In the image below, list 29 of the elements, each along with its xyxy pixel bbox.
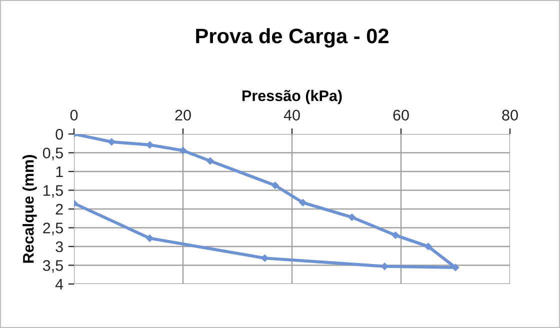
- point: [146, 234, 154, 242]
- x-axis-title: Pressão (kPa): [242, 90, 342, 104]
- point: [392, 232, 400, 239]
- y-tick-label: 1: [56, 166, 63, 178]
- point: [299, 198, 307, 206]
- y-tick-label: 4: [55, 279, 64, 290]
- point: [179, 146, 187, 154]
- y-tick-label: 3: [56, 241, 63, 252]
- point: [206, 157, 214, 165]
- y-tick-label: 0: [56, 128, 63, 140]
- point: [261, 254, 268, 262]
- x-tick-label: 0: [70, 110, 78, 121]
- point: [424, 242, 432, 250]
- point: [348, 214, 356, 221]
- point: [381, 262, 388, 270]
- y-tick-label: 2: [56, 204, 63, 215]
- x-tick-label: 80: [502, 110, 518, 121]
- x-tick-label: 20: [175, 110, 191, 121]
- point: [108, 138, 116, 146]
- point: [271, 182, 279, 190]
- y-tick-label: 0,5: [42, 148, 63, 160]
- y-tick-label: 1,5: [44, 185, 63, 198]
- point: [146, 141, 154, 149]
- y-tick-label: 2,5: [43, 222, 63, 236]
- chart-title: Prova de Carga - 02: [196, 28, 388, 48]
- y-axis-title: Recalque (mm): [22, 155, 37, 263]
- x-tick-label: 40: [284, 110, 300, 121]
- x-tick-label: 60: [393, 110, 409, 121]
- y-tick-label: 3,5: [42, 260, 63, 273]
